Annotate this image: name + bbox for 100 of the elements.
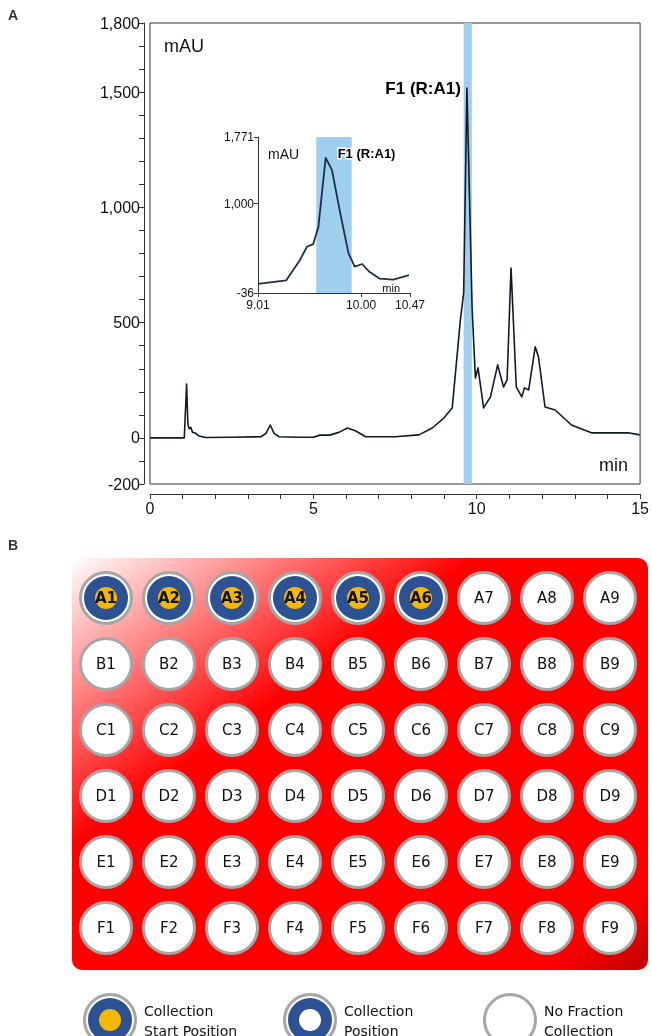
- category-label: D6: [410, 787, 432, 805]
- category-label: F8: [537, 919, 557, 937]
- y-axis-title: mAU: [164, 36, 204, 56]
- well: B8: [520, 637, 574, 691]
- category-label: E6: [411, 853, 431, 871]
- well: E5: [331, 835, 385, 889]
- text: Collection Position: [344, 1003, 414, 1036]
- y-tick-label: 0: [131, 429, 141, 447]
- well: C1: [79, 703, 133, 757]
- category-label: C9: [599, 721, 621, 739]
- category-label: E4: [285, 853, 305, 871]
- category-label: F6: [411, 919, 431, 937]
- well: C8: [520, 703, 574, 757]
- category-label: F2: [159, 919, 179, 937]
- category-label: C7: [473, 721, 495, 739]
- x-tick-label: 10.47: [394, 298, 426, 312]
- category-label: D1: [95, 787, 117, 805]
- well: B9: [583, 637, 637, 691]
- y-tick-label: 1,771: [223, 130, 255, 144]
- category-label: F3: [222, 919, 242, 937]
- y-axis-title: mAU: [268, 146, 300, 162]
- well: A1: [79, 571, 133, 625]
- well: A3: [205, 571, 259, 625]
- well: C5: [331, 703, 385, 757]
- x-tick-label: 10.00: [346, 298, 377, 312]
- well: E2: [142, 835, 196, 889]
- category-label: C8: [536, 721, 558, 739]
- x-tick-label: 5: [308, 499, 318, 517]
- well: C6: [394, 703, 448, 757]
- category-label: B8: [537, 655, 557, 673]
- well: F4: [268, 901, 322, 955]
- x-tick-label: 9.01: [246, 298, 270, 312]
- y-tick-label: 1,000: [223, 196, 255, 211]
- well: E3: [205, 835, 259, 889]
- category-label: C5: [347, 721, 369, 739]
- well: E6: [394, 835, 448, 889]
- category-label: B4: [285, 655, 305, 673]
- well: C9: [583, 703, 637, 757]
- category-label: A1: [94, 589, 118, 607]
- x-axis-title: min: [599, 455, 629, 475]
- well: F6: [394, 901, 448, 955]
- text: No Fraction Collection: [544, 1003, 624, 1036]
- well: D6: [394, 769, 448, 823]
- well: B7: [457, 637, 511, 691]
- well: E7: [457, 835, 511, 889]
- category-label: E2: [159, 853, 179, 871]
- category-label: A5: [346, 589, 370, 607]
- y-tick-label: 1,000: [99, 198, 141, 216]
- category-label: B5: [348, 655, 368, 673]
- well: A2: [142, 571, 196, 625]
- category-label: D4: [284, 787, 306, 805]
- y-tick-label: 1,500: [99, 83, 141, 101]
- category-label: B3: [222, 655, 242, 673]
- well: B3: [205, 637, 259, 691]
- well: A9: [583, 571, 637, 625]
- well: B4: [268, 637, 322, 691]
- well: E9: [583, 835, 637, 889]
- annotation: F1 (R:A1): [337, 146, 396, 162]
- text: A: [8, 7, 19, 23]
- category-label: C2: [158, 721, 180, 739]
- category-label: D8: [536, 787, 558, 805]
- category-label: B7: [474, 655, 494, 673]
- category-label: E1: [96, 853, 116, 871]
- y-tick-label: -200: [107, 475, 141, 493]
- category-label: D3: [221, 787, 243, 805]
- text: B: [8, 537, 19, 553]
- category-label: D7: [473, 787, 495, 805]
- category-label: B9: [600, 655, 620, 673]
- well: F7: [457, 901, 511, 955]
- category-label: C1: [95, 721, 117, 739]
- well: F1: [79, 901, 133, 955]
- category-label: A3: [220, 589, 244, 607]
- well: E8: [520, 835, 574, 889]
- well: E4: [268, 835, 322, 889]
- well: D5: [331, 769, 385, 823]
- category-label: F4: [285, 919, 305, 937]
- y-tick-label: -36: [236, 286, 255, 300]
- category-label: B6: [411, 655, 431, 673]
- well: D4: [268, 769, 322, 823]
- category-label: C6: [410, 721, 432, 739]
- well: D1: [79, 769, 133, 823]
- category-label: A8: [537, 589, 557, 607]
- well: D7: [457, 769, 511, 823]
- well: A4: [268, 571, 322, 625]
- well: C7: [457, 703, 511, 757]
- well: A7: [457, 571, 511, 625]
- well: D8: [520, 769, 574, 823]
- well: B5: [331, 637, 385, 691]
- x-tick-label: 10: [467, 499, 486, 517]
- category-label: C3: [221, 721, 243, 739]
- well: D9: [583, 769, 637, 823]
- y-tick-label: 500: [113, 314, 141, 332]
- text: Collection Start Position: [144, 1003, 238, 1036]
- y-tick-label: 1,800: [99, 14, 141, 32]
- category-label: F7: [474, 919, 494, 937]
- well: F2: [142, 901, 196, 955]
- category-label: E8: [537, 853, 557, 871]
- well: F8: [520, 901, 574, 955]
- x-axis-title: min: [382, 281, 401, 294]
- well: B1: [79, 637, 133, 691]
